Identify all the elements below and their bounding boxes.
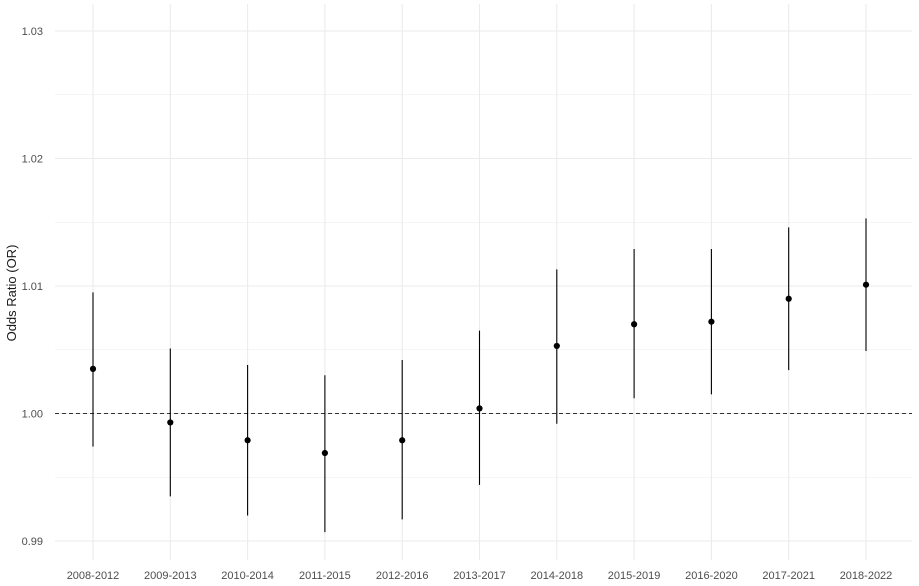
- point-2008-2012: [89, 365, 97, 372]
- x-tick-label: 2009-2013: [144, 570, 197, 582]
- x-tick-label: 2012-2016: [376, 570, 429, 582]
- y-tick-label: 1.01: [22, 281, 43, 293]
- x-tick-label: 2018-2022: [840, 570, 893, 582]
- point-2017-2021: [785, 295, 792, 302]
- x-tick-label: 2008-2012: [67, 570, 120, 582]
- points: [89, 281, 870, 457]
- y-tick-label: 0.99: [22, 536, 43, 548]
- point-2016-2020: [708, 318, 715, 325]
- point-2012-2016: [399, 437, 406, 444]
- x-tick-label: 2014-2018: [530, 570, 583, 582]
- x-tick-label: 2011-2015: [299, 570, 351, 582]
- point-2018-2022: [862, 281, 870, 288]
- y-axis-ticks: 0.99 1.00 1.01 1.02 1.03: [22, 26, 43, 548]
- point-2009-2013: [167, 419, 174, 426]
- x-axis-ticks: 2008-2012 2009-2013 2010-2014 2011-2015 2012…: [67, 570, 893, 582]
- x-tick-label: 2010-2014: [221, 570, 274, 582]
- x-tick-label: 2015-2019: [608, 570, 661, 582]
- y-tick-label: 1.00: [22, 409, 43, 421]
- x-tick-label: 2016-2020: [685, 570, 738, 582]
- x-tick-label: 2017-2021: [762, 570, 815, 582]
- point-2010-2014: [244, 437, 251, 444]
- x-tick-label: 2013-2017: [453, 570, 506, 582]
- point-2013-2017: [476, 405, 483, 412]
- y-tick-label: 1.02: [22, 154, 43, 166]
- y-axis-title: Odds Ratio (OR): [4, 245, 19, 342]
- y-tick-label: 1.03: [22, 26, 43, 38]
- point-2011-2015: [321, 449, 328, 457]
- grid: [55, 4, 912, 560]
- point-2014-2018: [553, 342, 560, 350]
- point-2015-2019: [631, 321, 638, 328]
